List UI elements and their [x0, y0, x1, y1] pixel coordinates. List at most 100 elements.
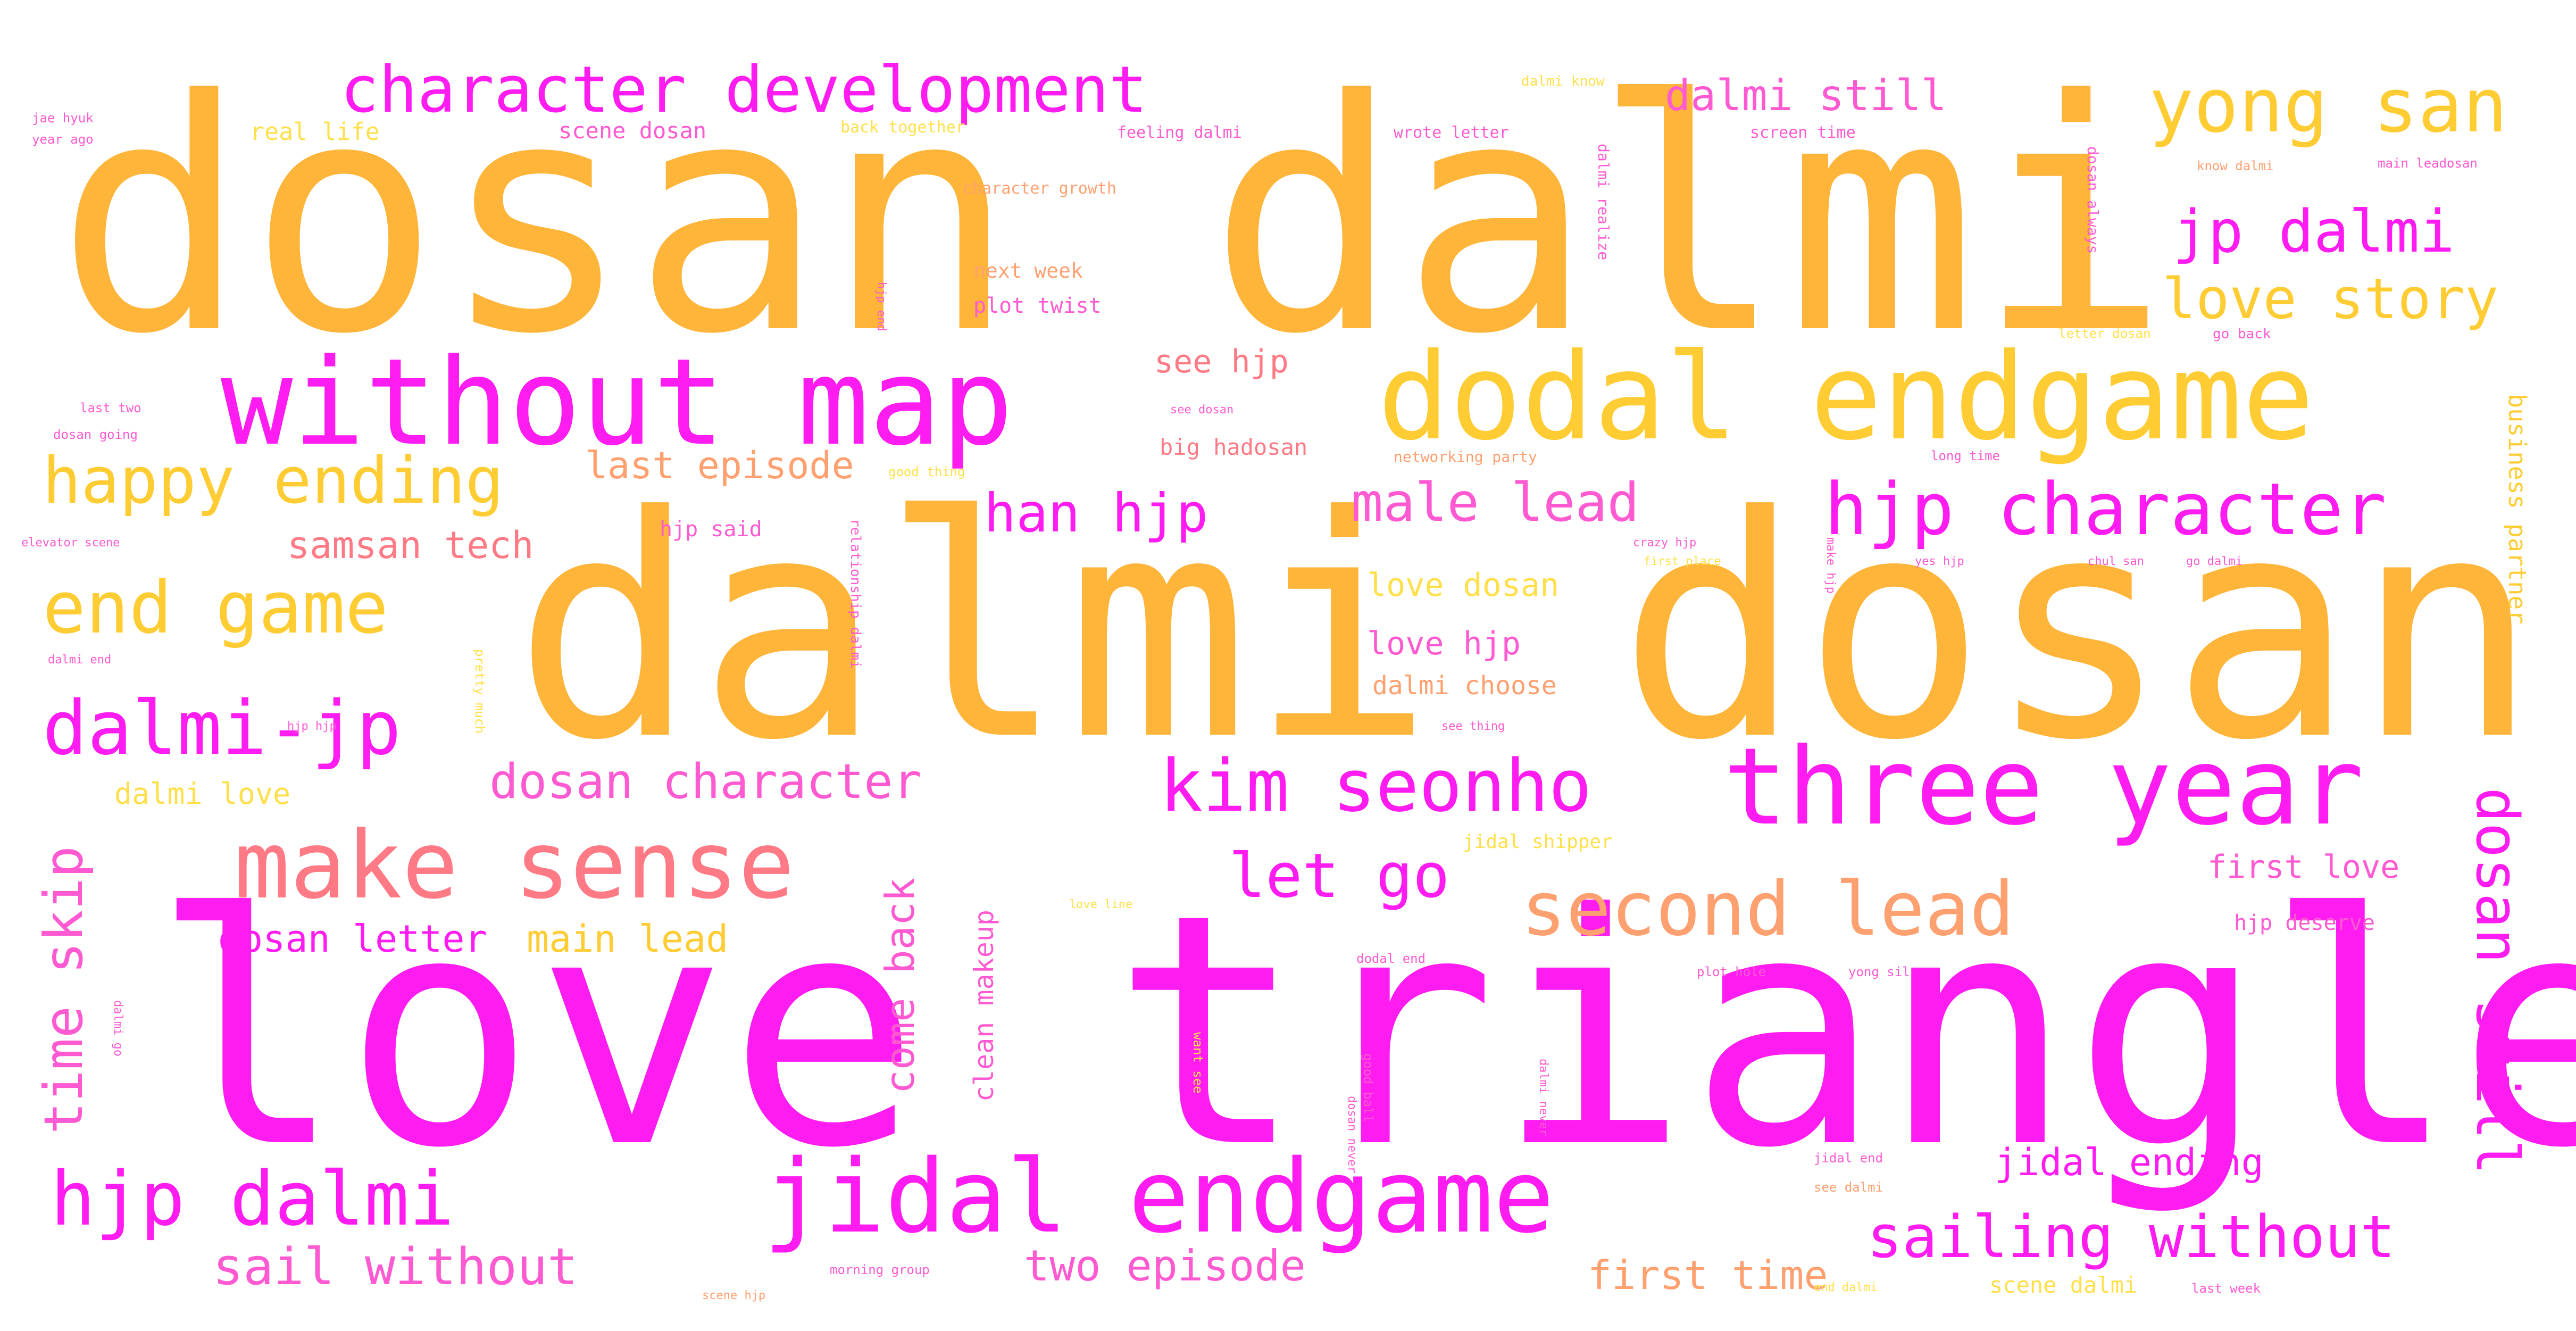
word: business partner — [2503, 394, 2531, 625]
word: crazy hjp — [1633, 536, 1697, 550]
word: dodal end — [1356, 951, 1426, 966]
word: jidal end — [1814, 1151, 1883, 1166]
word: morning group — [830, 1262, 930, 1277]
word: make sense — [234, 812, 795, 920]
word: let go — [1229, 841, 1450, 912]
word: elevator scene — [21, 536, 120, 550]
word: love triangle — [152, 846, 2576, 1218]
word: relationship dalmi — [847, 519, 863, 669]
word: love dosan — [1367, 567, 1560, 604]
word: hjp end — [874, 282, 888, 331]
word: samsan tech — [287, 523, 534, 567]
word: dosan never — [1345, 1096, 1358, 1174]
word: dalmi end — [48, 653, 112, 667]
word: chul san — [2088, 555, 2144, 568]
word: make hjp — [1824, 537, 1837, 594]
word: character growth — [963, 179, 1116, 198]
word: jae hyuk — [32, 111, 94, 126]
word: scene hjp — [702, 1289, 766, 1302]
word: come back — [877, 878, 923, 1094]
word: see hjp — [1154, 343, 1289, 380]
word: main leadosan — [2378, 156, 2478, 171]
word: dalmi-jp — [43, 685, 402, 772]
word: plot twist — [973, 294, 1102, 318]
word: go back — [2213, 326, 2271, 342]
word: first place — [1644, 555, 1721, 568]
word: year ago — [32, 132, 94, 147]
word: dosan character — [489, 754, 922, 810]
word: networking party — [1394, 448, 1537, 465]
word: dalmi dosan — [513, 451, 2539, 807]
word: scene dosan — [558, 118, 707, 144]
word: yong san — [2149, 63, 2508, 149]
word: dosan always — [2084, 146, 2102, 254]
word: hjp dalmi — [51, 1156, 454, 1243]
word: yes hjp — [1915, 555, 1964, 568]
word: back together — [840, 118, 965, 137]
word: go dalmi — [2186, 555, 2242, 568]
word: two episode — [1024, 1241, 1306, 1291]
word: wrote letter — [1394, 123, 1509, 142]
word: last two — [80, 401, 141, 415]
word: dalmi know — [1521, 73, 1605, 89]
word: long time — [1931, 448, 2000, 463]
word: dalmi choose — [1372, 671, 1557, 701]
word: sail without — [213, 1238, 578, 1296]
word: clean makeup — [969, 910, 999, 1102]
word: dosan dalmi — [56, 32, 2170, 404]
word: pretty much — [472, 649, 487, 734]
word: han hjp — [984, 482, 1208, 544]
word: dalmi love — [114, 777, 291, 811]
word: next week — [973, 259, 1083, 282]
word: dodal endgame — [1378, 328, 2314, 467]
word: want see — [1190, 1032, 1205, 1094]
word: dalmi still — [1665, 71, 1947, 120]
word: hjp hjp — [287, 720, 337, 733]
word: jidal shipper — [1463, 831, 1613, 853]
word: screen time — [1750, 123, 1856, 142]
word: hjp character — [1824, 468, 2387, 551]
word: jp dalmi — [2173, 197, 2455, 265]
word: dalmi realize — [1595, 144, 1612, 261]
word: first love — [2207, 848, 2400, 886]
word: real life — [250, 118, 380, 146]
word: main lead — [527, 917, 729, 961]
word: jidal endgame — [763, 1138, 1555, 1255]
word: see dalmi — [1814, 1180, 1883, 1195]
word: first time — [1588, 1252, 1828, 1299]
word: jidal ending — [1995, 1141, 2264, 1184]
word: know dalmi — [2197, 159, 2274, 173]
word: good ball — [1361, 1053, 1375, 1123]
word: dosan going — [53, 427, 138, 442]
word: feeling dalmi — [1117, 123, 1242, 142]
word: three year — [1723, 725, 2364, 849]
word: love hjp — [1367, 625, 1521, 662]
word: male lead — [1351, 471, 1639, 534]
word: yong sil — [1848, 964, 1910, 979]
word: dosan letter — [218, 917, 487, 961]
word: love story — [2162, 267, 2499, 331]
word: good thing — [888, 464, 965, 479]
word: love line — [1069, 898, 1133, 911]
word: last episode — [585, 444, 854, 487]
word: happy ending — [43, 444, 504, 518]
word: end game — [43, 566, 389, 650]
word: hjp said — [660, 517, 762, 542]
word: last week — [2191, 1281, 2261, 1296]
word: plot hole — [1697, 964, 1766, 979]
word: end dalmi — [1814, 1281, 1878, 1294]
word: without map — [221, 333, 1014, 472]
word: dosan still — [2463, 787, 2531, 1175]
word: character development — [340, 53, 1148, 127]
word: see dosan — [1170, 403, 1234, 417]
word: letter dosan — [2058, 326, 2151, 341]
word: kim seonho — [1160, 744, 1592, 828]
word: dalmi go — [111, 1000, 124, 1057]
word: see thing — [1441, 720, 1505, 733]
word: big hadosan — [1160, 434, 1308, 460]
word: time skip — [32, 846, 95, 1134]
word: hjp deserve — [2234, 911, 2375, 935]
word: scene dalmi — [1989, 1272, 2138, 1298]
word: dalmi never — [1537, 1059, 1550, 1136]
